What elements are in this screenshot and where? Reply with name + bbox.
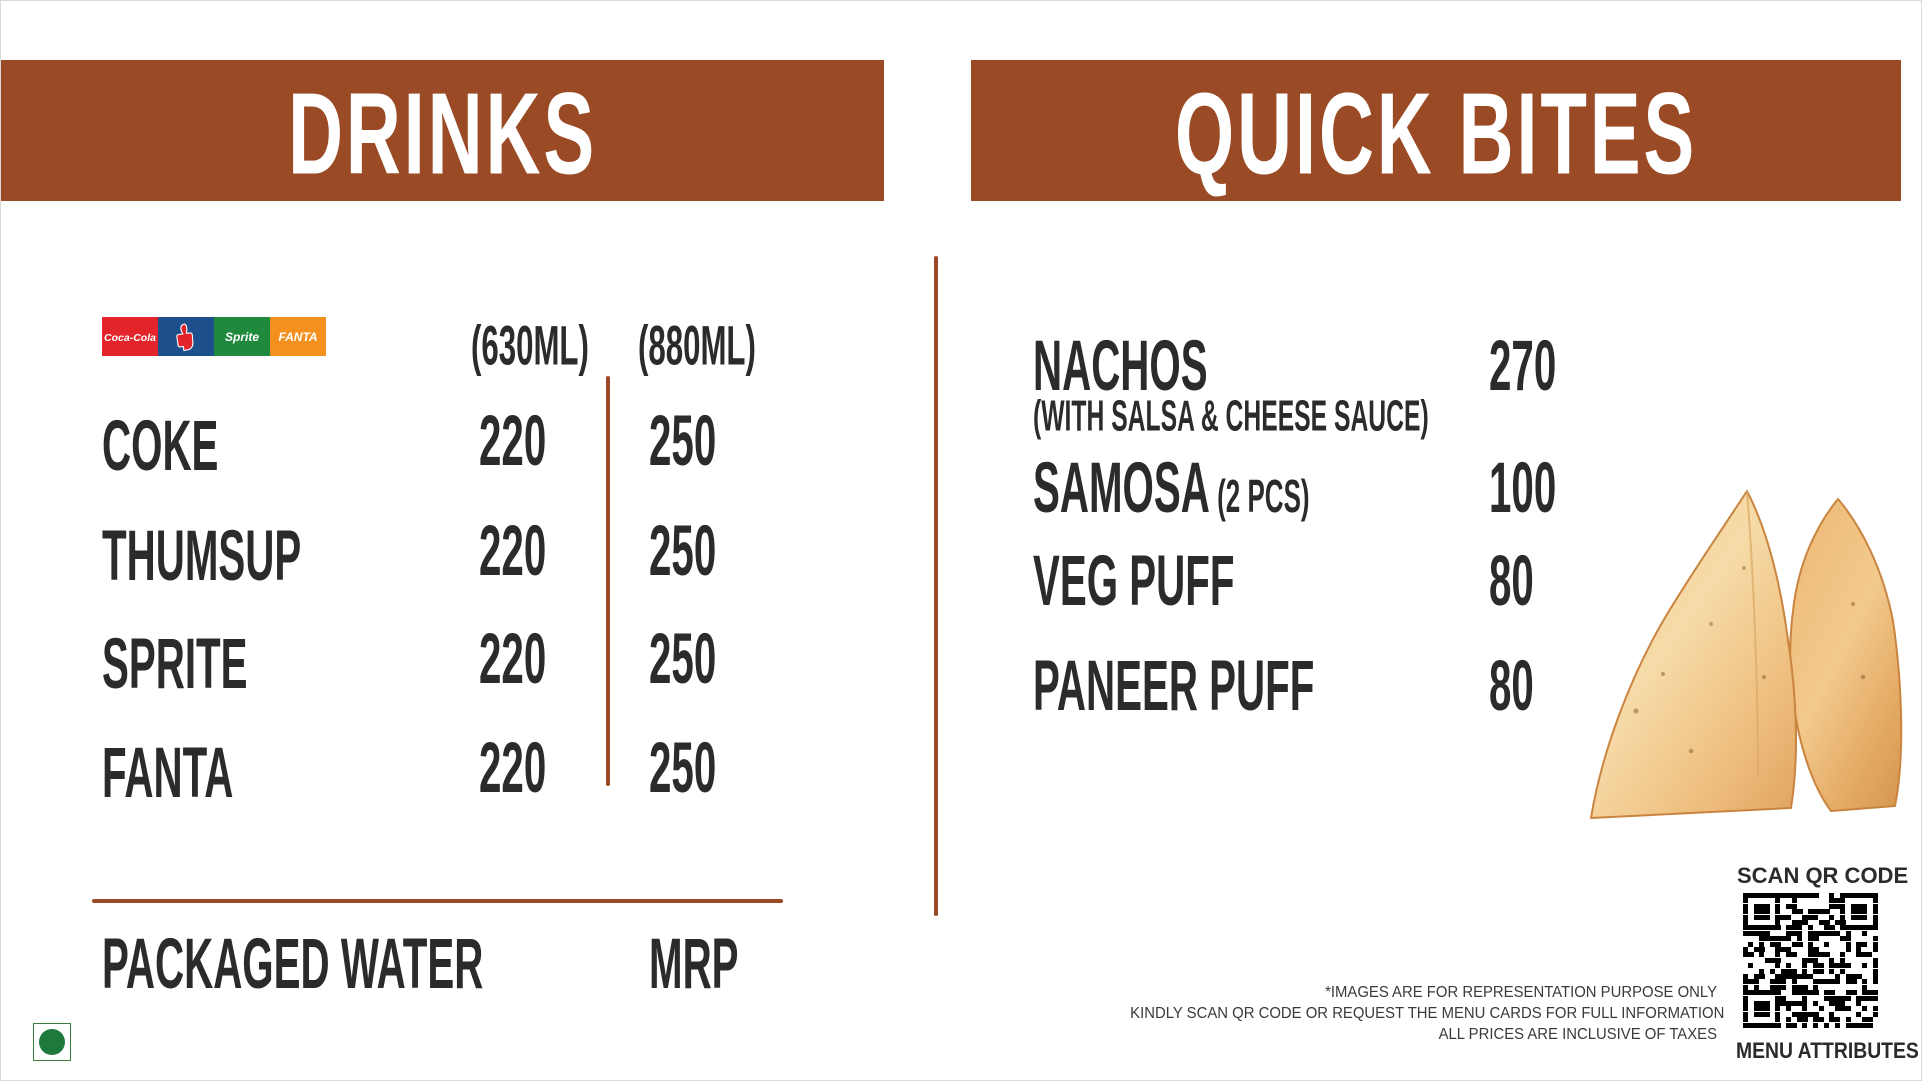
- svg-text:Coca-Cola: Coca-Cola: [104, 332, 156, 344]
- svg-text:Sprite: Sprite: [225, 330, 259, 344]
- svg-text:FANTA: FANTA: [278, 330, 317, 344]
